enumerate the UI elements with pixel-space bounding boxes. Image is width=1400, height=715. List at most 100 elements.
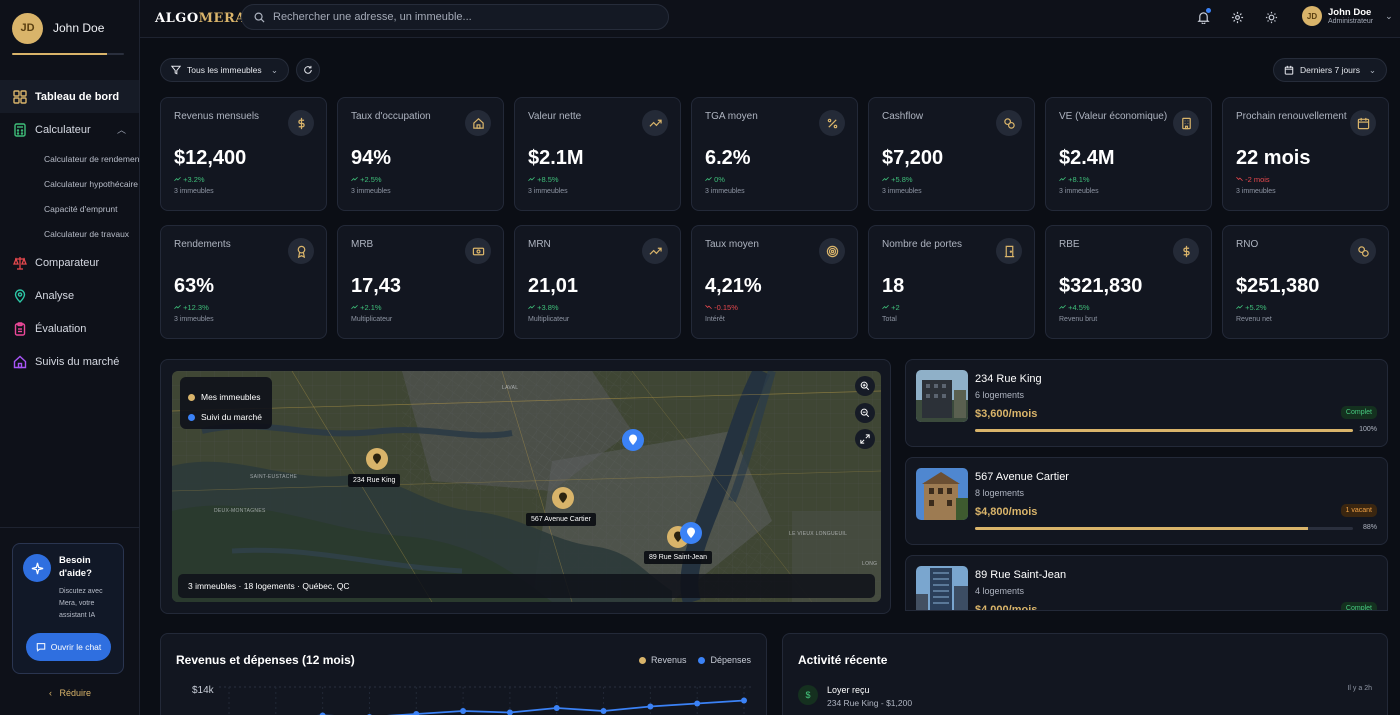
kpi-card[interactable]: Taux moyen 4,21% -0.15% Intérêt xyxy=(691,225,858,339)
search-input[interactable] xyxy=(273,11,653,23)
collapse-label: Réduire xyxy=(59,688,92,698)
kpi-title: Revenus mensuels xyxy=(174,111,260,122)
kpi-card[interactable]: TGA moyen 6.2% 0% 3 immeubles xyxy=(691,97,858,211)
sidebar-item-analysis[interactable]: Analyse xyxy=(0,279,139,312)
property-card[interactable]: 567 Avenue Cartier 8 logements $4,800/mois… xyxy=(905,457,1388,545)
zoom-in-icon xyxy=(860,381,870,391)
kpi-value: 4,21% xyxy=(705,275,762,297)
calendar-icon xyxy=(1284,65,1294,75)
sidebar-item-dashboard[interactable]: Tableau de bord xyxy=(0,80,139,113)
help-card: Besoin d'aide? Discutez avec Mera, votre… xyxy=(12,543,124,674)
market-pin[interactable] xyxy=(679,521,703,545)
kpi-card[interactable]: RBE $321,830 +4.5% Revenu brut xyxy=(1045,225,1212,339)
occupancy-bar xyxy=(975,527,1353,530)
zoom-in-button[interactable] xyxy=(855,376,875,396)
kpi-value: 22 mois xyxy=(1236,147,1311,169)
avatar: JD xyxy=(1302,6,1322,26)
kpi-subtitle: Intérêt xyxy=(705,316,725,323)
occupancy-bar xyxy=(975,429,1353,432)
property-pin[interactable] xyxy=(551,486,575,510)
sidebar-item-comparator[interactable]: Comparateur xyxy=(0,246,139,279)
open-chat-label: Ouvrir le chat xyxy=(50,642,102,652)
notification-dot xyxy=(1206,8,1211,13)
kpi-card[interactable]: MRN 21,01 +3.8% Multiplicateur xyxy=(514,225,681,339)
notifications-button[interactable] xyxy=(1195,8,1211,25)
kpi-subtitle: 3 immeubles xyxy=(528,188,568,195)
kpi-card[interactable]: Nombre de portes 18 +2 Total xyxy=(868,225,1035,339)
kpi-card[interactable]: Valeur nette $2.1M +8.5% 3 immeubles xyxy=(514,97,681,211)
banknote-icon xyxy=(465,238,491,264)
kpi-change: +12.3% xyxy=(174,303,209,312)
kpi-change: +4.5% xyxy=(1059,303,1090,312)
kpi-card[interactable]: RNO $251,380 +5.2% Revenu net xyxy=(1222,225,1389,339)
collapse-sidebar-button[interactable]: ‹ Réduire xyxy=(0,688,140,698)
map-place-label: LE VIEUX LONGUEUIL xyxy=(789,531,848,537)
activity-item[interactable]: $ Loyer reçu 234 Rue King - $1,200 xyxy=(798,685,912,708)
kpi-change: +5.2% xyxy=(1236,303,1267,312)
property-rent: $4,000/mois xyxy=(975,604,1038,611)
legend-dot-mine xyxy=(188,393,195,401)
kpi-card[interactable]: MRB 17,43 +2.1% Multiplicateur xyxy=(337,225,504,339)
kpi-card[interactable]: Taux d'occupation 94% +2.5% 3 immeubles xyxy=(337,97,504,211)
kpi-card[interactable]: Rendements 63% +12.3% 3 immeubles xyxy=(160,225,327,339)
kpi-change: +8.1% xyxy=(1059,175,1090,184)
revenue-chart-panel: Revenus et dépenses (12 mois) Revenus Dé… xyxy=(160,633,767,715)
sidebar-item-evaluation[interactable]: Évaluation xyxy=(0,312,139,345)
user-progress-bar xyxy=(12,53,124,55)
kpi-card[interactable]: Prochain renouvellement 22 mois -2 mois 3 … xyxy=(1222,97,1389,211)
data-point xyxy=(460,708,467,714)
sidebar-nav: Tableau de bord Calculateur ︿ Calculateu… xyxy=(0,80,139,378)
kpi-card[interactable]: VE (Valeur économique) $2.4M +8.1% 3 immeu… xyxy=(1045,97,1212,211)
kpi-card[interactable]: Revenus mensuels $12,400 +3.2% 3 immeubles xyxy=(160,97,327,211)
kpi-value: $7,200 xyxy=(882,147,944,169)
sidebar-user[interactable]: JD John Doe xyxy=(0,0,139,44)
fullscreen-button[interactable] xyxy=(855,429,875,449)
sun-icon xyxy=(1265,11,1277,23)
kpi-card[interactable]: Cashflow $7,200 +5.8% 3 immeubles xyxy=(868,97,1035,211)
kpi-value: $251,380 xyxy=(1236,275,1320,297)
trending-up-icon xyxy=(642,238,668,264)
buildings-filter[interactable]: Tous les immeubles ⌄ xyxy=(160,58,289,82)
open-chat-button[interactable]: Ouvrir le chat xyxy=(26,633,111,661)
zoom-out-button[interactable] xyxy=(855,403,875,423)
period-filter[interactable]: Derniers 7 jours ⌄ xyxy=(1273,58,1387,82)
logo[interactable]: ALGOMERA xyxy=(155,11,246,26)
sidebar-item-label: Tableau de bord xyxy=(35,90,120,103)
property-rent: $3,600/mois xyxy=(975,408,1038,420)
scale-icon xyxy=(13,256,27,270)
avatar: JD xyxy=(12,12,43,44)
activity-item-title: Loyer reçu xyxy=(827,685,870,695)
kpi-subtitle: 3 immeubles xyxy=(705,188,745,195)
kpi-title: Cashflow xyxy=(882,111,924,122)
sidebar-item-market[interactable]: Suivis du marché xyxy=(0,345,139,378)
period-filter-label: Derniers 7 jours xyxy=(1300,65,1360,75)
property-card[interactable]: 234 Rue King 6 logements $3,600/mois Comple… xyxy=(905,359,1388,447)
home-icon xyxy=(465,110,491,136)
chevron-up-icon[interactable]: ︿ xyxy=(116,125,126,135)
dollar-icon: $ xyxy=(798,685,818,705)
property-card[interactable]: 89 Rue Saint-Jean 4 logements $4,000/mois C… xyxy=(905,555,1388,611)
search-bar[interactable] xyxy=(241,4,669,30)
kpi-change: +5.8% xyxy=(882,175,913,184)
market-pin[interactable] xyxy=(621,428,645,452)
kpi-change: +2.1% xyxy=(351,303,382,312)
data-point xyxy=(506,709,513,715)
sidebar-subitem-mortgage[interactable]: Calculateur hypothécaire xyxy=(44,178,139,189)
property-pin[interactable] xyxy=(365,447,389,471)
map-place-label: LONG xyxy=(862,561,878,567)
user-name: John Doe xyxy=(53,21,105,35)
top-user-menu[interactable]: JD John Doe Administrateur ⌄ xyxy=(1302,6,1393,26)
sidebar-subitem-yield[interactable]: Calculateur de rendement xyxy=(44,153,139,164)
kpi-title: Taux moyen xyxy=(705,239,759,250)
theme-toggle-button[interactable] xyxy=(1263,9,1279,25)
sidebar-subitem-borrowing[interactable]: Capacité d'emprunt xyxy=(44,203,118,214)
kpi-value: 17,43 xyxy=(351,275,402,297)
sidebar-subitem-works[interactable]: Calculateur de travaux xyxy=(44,228,130,239)
property-map[interactable]: LAVAL SAINT-EUSTACHE DEUX-MONTAGNES LE V… xyxy=(172,371,881,602)
sidebar-item-calculator[interactable]: Calculateur ︿ xyxy=(0,113,139,146)
kpi-value: 6.2% xyxy=(705,147,751,169)
refresh-button[interactable] xyxy=(296,58,320,82)
kpi-value: $321,830 xyxy=(1059,275,1143,297)
kpi-subtitle: Revenu net xyxy=(1236,316,1272,323)
settings-button[interactable] xyxy=(1229,9,1245,25)
